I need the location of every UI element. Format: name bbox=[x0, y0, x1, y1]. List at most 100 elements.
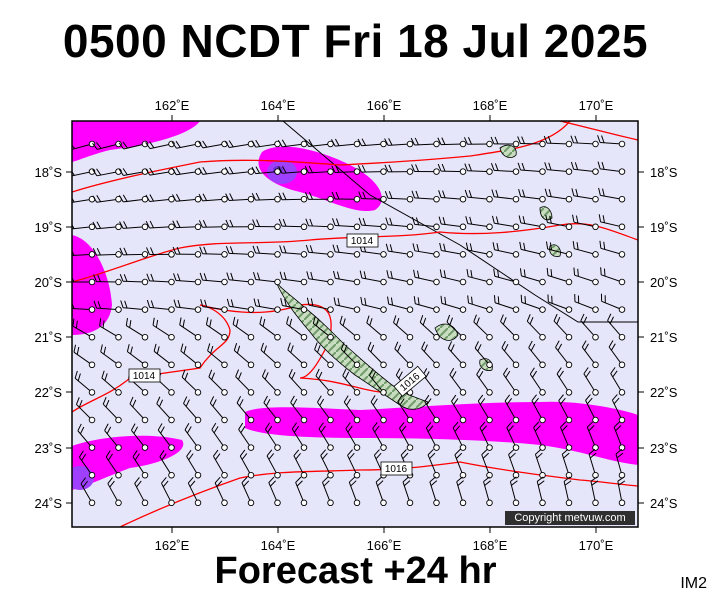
wind-barb bbox=[75, 397, 96, 424]
wind-barb bbox=[295, 476, 308, 507]
wind-barb bbox=[153, 343, 175, 369]
wind-barb bbox=[225, 193, 255, 203]
wind-barb bbox=[613, 421, 626, 451]
wind-barb bbox=[279, 271, 308, 286]
wind-barb bbox=[152, 317, 175, 341]
wind-barb bbox=[533, 421, 546, 451]
wind-barb bbox=[226, 298, 255, 313]
wind-barb bbox=[331, 138, 361, 148]
wind-barb bbox=[73, 344, 96, 369]
wind-barb bbox=[320, 449, 334, 479]
wind-barb bbox=[126, 344, 149, 369]
wind-barb bbox=[413, 296, 440, 313]
wind-barb bbox=[93, 300, 122, 313]
wind-barb bbox=[225, 219, 255, 231]
wind-barb bbox=[130, 423, 149, 451]
wind-barb bbox=[72, 318, 96, 341]
wind-barb bbox=[503, 367, 520, 396]
wind-barb bbox=[358, 191, 387, 203]
wind-barb bbox=[481, 448, 493, 479]
wind-barb bbox=[278, 165, 308, 175]
wind-barb bbox=[146, 273, 175, 286]
wind-barb bbox=[107, 477, 122, 507]
wind-barb bbox=[145, 140, 175, 150]
wind-barb bbox=[102, 396, 122, 424]
wind-barb bbox=[314, 342, 334, 369]
wind-barb bbox=[342, 368, 361, 396]
wind-barb bbox=[611, 394, 626, 424]
wind-barb bbox=[558, 394, 573, 424]
wind-barb bbox=[186, 449, 202, 479]
isobar-label: 1014 bbox=[351, 236, 374, 247]
wind-barb bbox=[77, 423, 96, 451]
wind-barb bbox=[447, 341, 467, 369]
wind-barb bbox=[317, 395, 334, 424]
wind-barb bbox=[559, 421, 573, 451]
lon-labels-bottom: 162˚E 164˚E 166˚E 168˚E 170˚E bbox=[155, 538, 614, 553]
wind-barb bbox=[92, 221, 122, 231]
wind-barb bbox=[483, 476, 493, 507]
wind-barb bbox=[518, 215, 546, 231]
wind-barb bbox=[252, 245, 281, 258]
wind-barb bbox=[291, 422, 308, 451]
wind-barb bbox=[597, 135, 626, 148]
wind-barb bbox=[599, 240, 626, 258]
lon-label: 168˚E bbox=[473, 538, 508, 553]
lon-label: 164˚E bbox=[261, 538, 296, 553]
wind-barb bbox=[72, 250, 96, 258]
wind-barb bbox=[384, 164, 414, 175]
forecast-label: Forecast +24 hr bbox=[214, 550, 497, 592]
lat-label: 19˚S bbox=[35, 220, 63, 235]
wind-barb bbox=[119, 273, 149, 286]
wind-barb bbox=[183, 396, 202, 424]
wind-barb bbox=[253, 272, 281, 286]
wind-barb bbox=[236, 395, 255, 424]
lat-label: 18˚S bbox=[650, 165, 678, 180]
wind-barb bbox=[252, 219, 281, 231]
wind-barb bbox=[119, 221, 149, 231]
wind-barb bbox=[570, 161, 599, 175]
wind-barb bbox=[517, 162, 546, 175]
wind-barb bbox=[208, 369, 228, 396]
map-frame bbox=[71, 120, 639, 528]
wind-barb bbox=[209, 396, 228, 424]
wind-barb bbox=[251, 192, 281, 203]
lon-label: 164˚E bbox=[261, 98, 296, 113]
wind-barb bbox=[348, 476, 361, 507]
wind-barb bbox=[370, 395, 387, 424]
wind-barb bbox=[146, 299, 175, 313]
wind-barb bbox=[279, 245, 308, 258]
wind-barb bbox=[207, 343, 228, 369]
wind-barb bbox=[331, 191, 361, 203]
wind-barb bbox=[456, 476, 467, 507]
wind-barb bbox=[474, 341, 493, 369]
wind-barb bbox=[572, 241, 599, 258]
wind-barb bbox=[509, 476, 520, 507]
wind-barb bbox=[597, 161, 626, 175]
wind-barb bbox=[394, 341, 414, 369]
wind-barb bbox=[520, 294, 546, 313]
wind-barb bbox=[387, 296, 414, 313]
lat-label: 18˚S bbox=[35, 165, 63, 180]
wind-barb bbox=[446, 314, 467, 341]
wind-barb bbox=[411, 190, 440, 203]
wind-barb bbox=[347, 449, 361, 479]
wind-barb bbox=[467, 295, 493, 313]
wind-barb bbox=[570, 135, 599, 148]
wind-barb bbox=[573, 267, 599, 286]
lon-label: 170˚E bbox=[579, 538, 614, 553]
wind-barb bbox=[263, 395, 281, 424]
wind-barb bbox=[119, 247, 149, 258]
wind-barb bbox=[173, 299, 202, 313]
wind-barb bbox=[529, 367, 546, 396]
island-vanuatu-a bbox=[539, 206, 553, 221]
wind-barb bbox=[427, 449, 440, 479]
lat-labels-left: 18˚S 19˚S 20˚S 21˚S 22˚S 23˚S 24˚S bbox=[35, 165, 63, 511]
wind-barb bbox=[290, 395, 308, 424]
wind-barb bbox=[343, 395, 361, 424]
wind-barb bbox=[429, 476, 440, 507]
wind-barb bbox=[92, 247, 122, 258]
wind-barb bbox=[385, 217, 414, 231]
wind-barb bbox=[260, 342, 281, 369]
wind-barb bbox=[359, 270, 387, 286]
